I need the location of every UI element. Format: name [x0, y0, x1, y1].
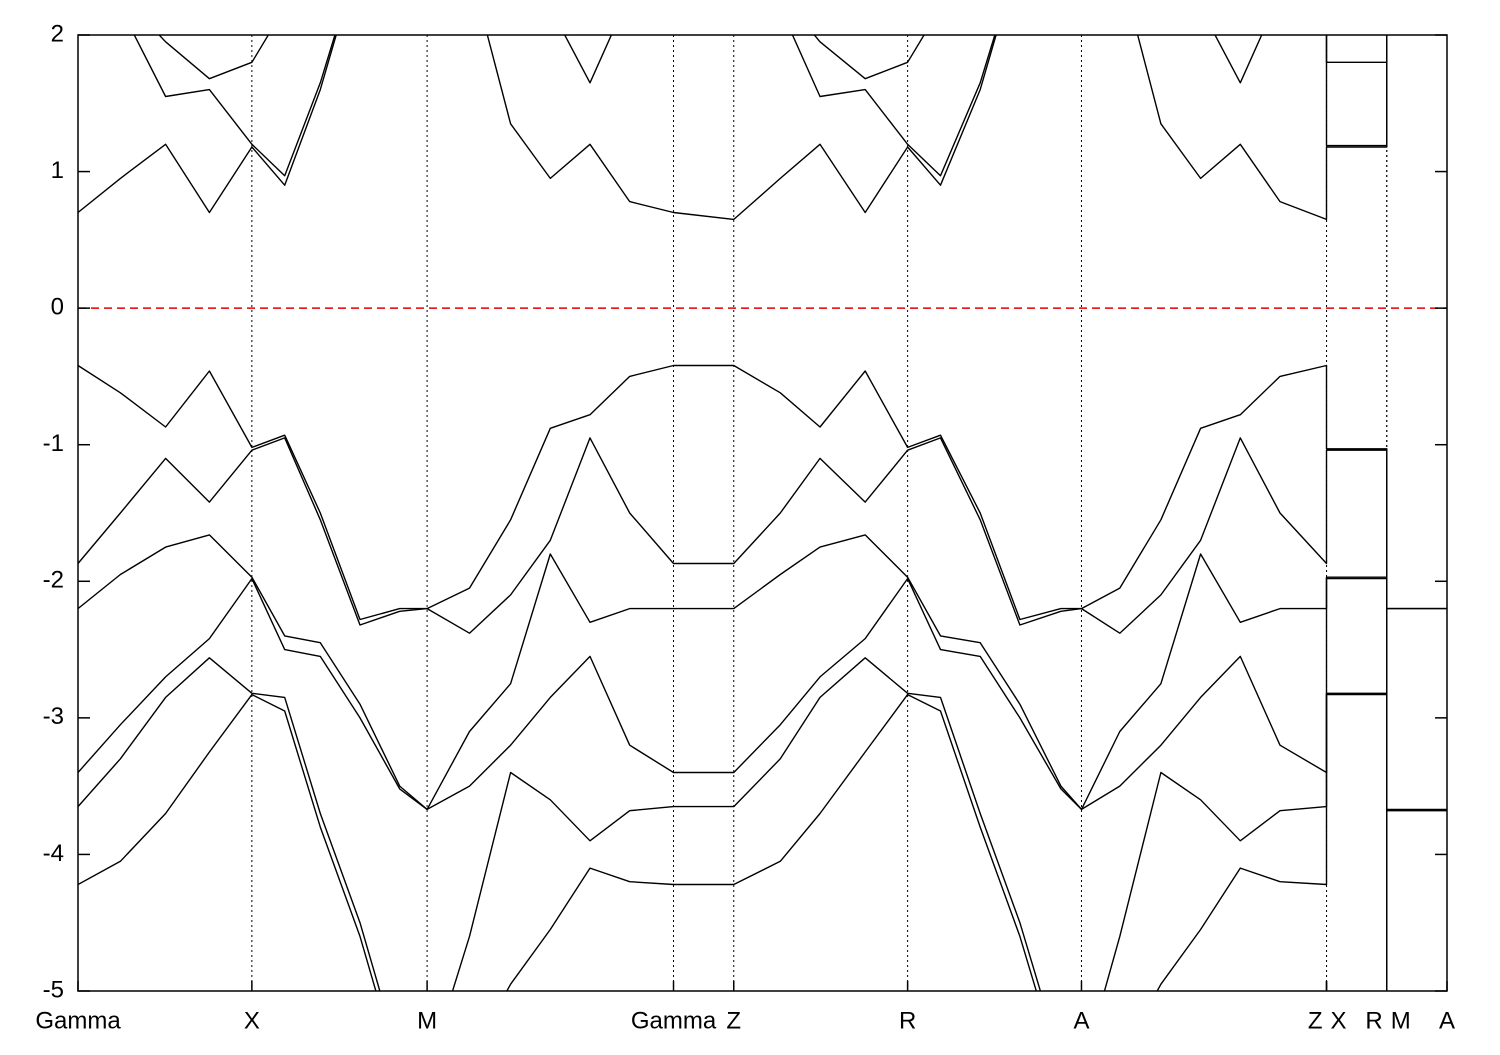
band-line — [158, 35, 1388, 80]
plot-frame — [77, 34, 1448, 992]
y-tick-label: -4 — [43, 840, 64, 867]
y-tick-label: -1 — [43, 430, 64, 457]
y-tick-label: 0 — [51, 293, 64, 320]
x-tick-label: A — [1073, 1007, 1089, 1034]
band-line — [78, 657, 1388, 991]
x-tick-label: R — [1365, 1007, 1382, 1034]
band-line — [78, 364, 1447, 621]
x-tick-label: X — [1331, 1007, 1347, 1034]
y-tick-label: 2 — [51, 20, 64, 47]
x-tick-label: M — [1391, 1007, 1411, 1034]
y-tick-label: -5 — [43, 976, 64, 1003]
band-line — [78, 534, 1447, 811]
band-line — [78, 693, 1388, 991]
x-tick-label: M — [417, 1007, 437, 1034]
x-tick-label: Gamma — [631, 1007, 717, 1034]
x-tick-label: Z — [1308, 1007, 1323, 1034]
plot-area — [78, 35, 1447, 991]
x-tick-label: Z — [726, 1007, 741, 1034]
x-tick-label: X — [244, 1007, 260, 1034]
band-line — [78, 577, 1447, 812]
band-line — [78, 437, 1447, 634]
y-tick-label: -3 — [43, 703, 64, 730]
y-tick-label: 1 — [51, 157, 64, 184]
x-tick-label: A — [1439, 1007, 1455, 1034]
x-tick-label: R — [899, 1007, 916, 1034]
x-tick-label: Gamma — [35, 1007, 121, 1034]
band-line — [78, 35, 1388, 221]
band-line — [133, 35, 1388, 177]
y-tick-label: -2 — [43, 567, 64, 594]
